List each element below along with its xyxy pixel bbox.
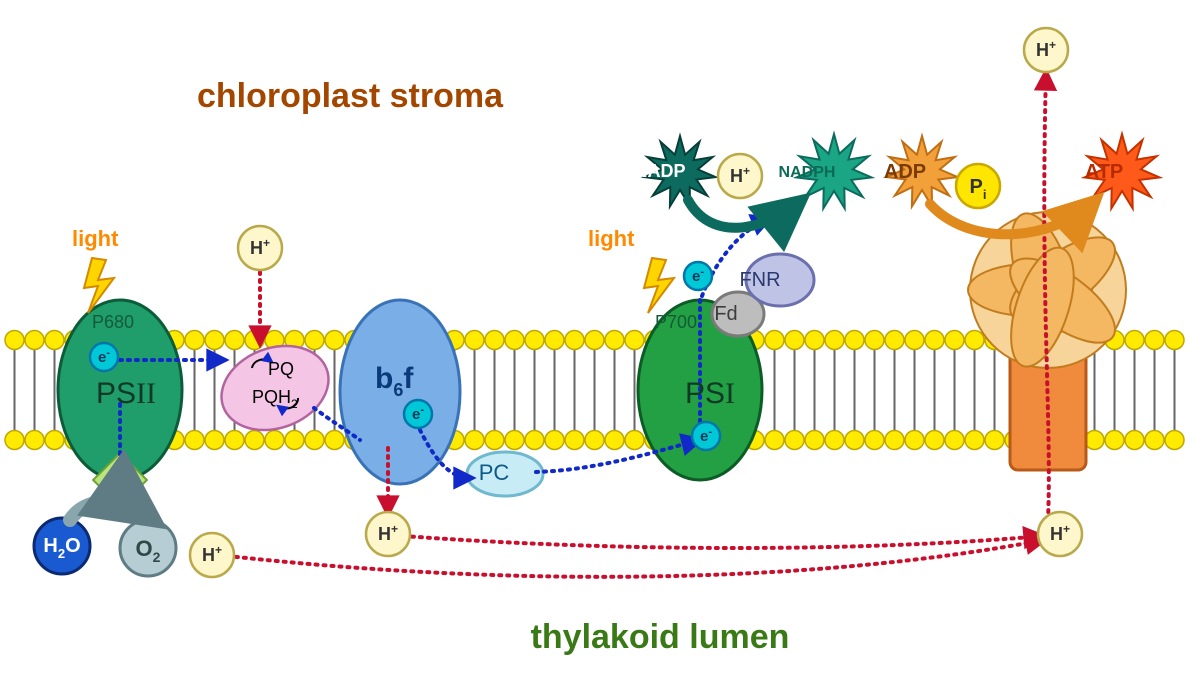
nadp-reaction-arrow bbox=[688, 200, 802, 228]
lipid-head bbox=[885, 431, 904, 450]
light-bolt-2 bbox=[644, 258, 674, 313]
lipid-head bbox=[325, 331, 344, 350]
light2: light bbox=[588, 226, 635, 251]
nadph: NADPH bbox=[779, 164, 836, 181]
lipid-head bbox=[965, 331, 984, 350]
lipid-head bbox=[805, 431, 824, 450]
lipid-head bbox=[605, 331, 624, 350]
pc: PC bbox=[479, 460, 510, 485]
lipid-head bbox=[245, 431, 264, 450]
lipid-head bbox=[905, 331, 924, 350]
diagram-svg: H+H+H+H+H+H+Pie-e-e-e-chloroplast stroma… bbox=[0, 0, 1200, 685]
lipid-head bbox=[785, 331, 804, 350]
lipid-head bbox=[285, 431, 304, 450]
lipid-head bbox=[205, 331, 224, 350]
lipid-head bbox=[945, 331, 964, 350]
p680: P680 bbox=[92, 312, 134, 332]
p700: P700 bbox=[655, 312, 697, 332]
lipid-head bbox=[585, 431, 604, 450]
lipid-head bbox=[25, 331, 44, 350]
lipid-head bbox=[185, 431, 204, 450]
lipid-head bbox=[765, 331, 784, 350]
lipid-head bbox=[1125, 331, 1144, 350]
stroma-title: chloroplast stroma bbox=[197, 77, 504, 115]
lipid-head bbox=[1165, 431, 1184, 450]
lipid-head bbox=[1145, 431, 1164, 450]
lipid-head bbox=[805, 331, 824, 350]
lipid-head bbox=[865, 431, 884, 450]
lipid-head bbox=[265, 431, 284, 450]
lipid-head bbox=[45, 331, 64, 350]
lipid-head bbox=[785, 431, 804, 450]
lipid-head bbox=[545, 431, 564, 450]
lipid-head bbox=[905, 431, 924, 450]
lipid-head bbox=[1125, 431, 1144, 450]
lipid-head bbox=[525, 431, 544, 450]
lipid-head bbox=[1085, 431, 1104, 450]
lipid-head bbox=[1105, 431, 1124, 450]
lipid-head bbox=[45, 431, 64, 450]
lipid-head bbox=[465, 331, 484, 350]
lipid-head bbox=[25, 431, 44, 450]
lipid-head bbox=[565, 331, 584, 350]
lipid-head bbox=[305, 331, 324, 350]
photosynthesis-diagram: H+H+H+H+H+H+Pie-e-e-e-chloroplast stroma… bbox=[0, 0, 1200, 685]
lipid-head bbox=[625, 431, 644, 450]
lipid-head bbox=[325, 431, 344, 450]
lipid-head bbox=[205, 431, 224, 450]
lipid-head bbox=[305, 431, 324, 450]
lipid-head bbox=[485, 431, 504, 450]
lipid-head bbox=[1165, 331, 1184, 350]
pq: PQ bbox=[268, 359, 294, 379]
lipid-head bbox=[545, 331, 564, 350]
lipid-head bbox=[585, 331, 604, 350]
lipid-head bbox=[525, 331, 544, 350]
lipid-head bbox=[965, 431, 984, 450]
fd: Fd bbox=[714, 303, 737, 325]
psi-label: PSI bbox=[685, 377, 735, 410]
lipid-head bbox=[865, 331, 884, 350]
adp: ADP bbox=[884, 161, 926, 183]
lipid-head bbox=[945, 431, 964, 450]
lipid-head bbox=[625, 331, 644, 350]
lipid-head bbox=[925, 431, 944, 450]
lipid-head bbox=[185, 331, 204, 350]
fnr: FNR bbox=[739, 269, 780, 291]
lipid-head bbox=[825, 331, 844, 350]
lipid-head bbox=[985, 431, 1004, 450]
lipid-head bbox=[485, 331, 504, 350]
lipid-head bbox=[505, 331, 524, 350]
atp: ATP bbox=[1085, 161, 1124, 183]
proton-path bbox=[404, 536, 1042, 548]
lipid-head bbox=[885, 331, 904, 350]
lipid-head bbox=[765, 431, 784, 450]
lipid-head bbox=[225, 431, 244, 450]
lipid-head bbox=[5, 331, 24, 350]
lipid-head bbox=[505, 431, 524, 450]
lipid-head bbox=[245, 331, 264, 350]
lipid-head bbox=[605, 431, 624, 450]
light1: light bbox=[72, 226, 119, 251]
lipid-head bbox=[845, 431, 864, 450]
lipid-head bbox=[845, 331, 864, 350]
water-split-arrow bbox=[70, 502, 154, 520]
lipid-head bbox=[465, 431, 484, 450]
lipid-head bbox=[1145, 331, 1164, 350]
lipid-head bbox=[5, 431, 24, 450]
lipid-head bbox=[925, 331, 944, 350]
lipid-head bbox=[565, 431, 584, 450]
lipid-head bbox=[225, 331, 244, 350]
lumen-title: thylakoid lumen bbox=[531, 618, 790, 656]
lipid-head bbox=[825, 431, 844, 450]
nadp: NADP bbox=[634, 161, 685, 181]
psii-label: PSII bbox=[96, 377, 156, 410]
